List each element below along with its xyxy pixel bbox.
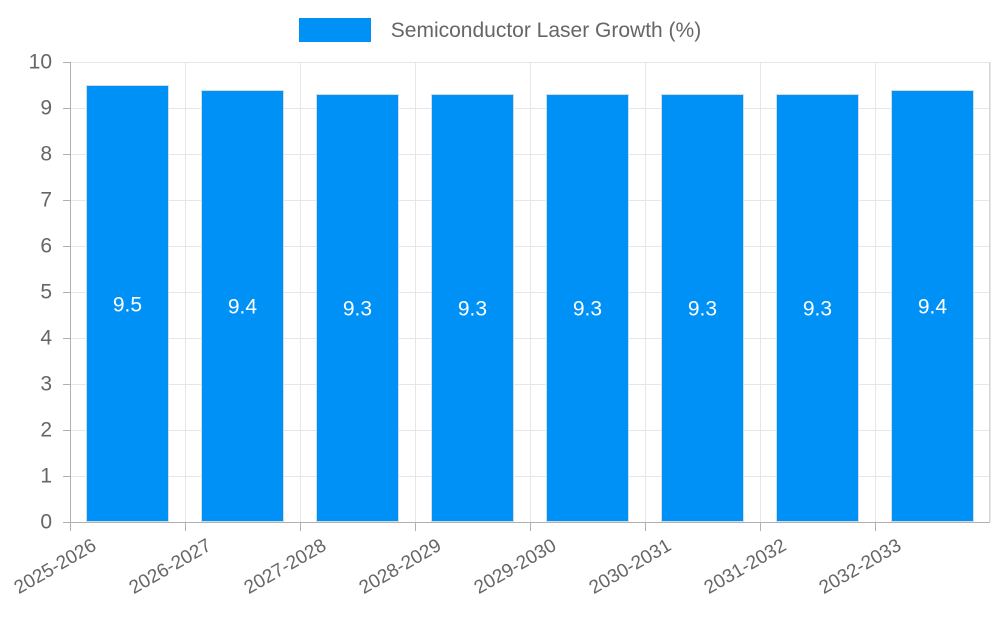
bar-value-label: 9.3 bbox=[802, 297, 833, 321]
x-tick-label: 2030-2031 bbox=[585, 535, 675, 599]
y-tick-mark bbox=[63, 62, 70, 63]
bar-value-label: 9.5 bbox=[112, 293, 143, 316]
gridline-horizontal bbox=[70, 200, 989, 201]
x-tick-label: 2032-2033 bbox=[815, 535, 905, 599]
x-tick-label: 2031-2032 bbox=[700, 535, 790, 599]
bar[interactable]: 9.4 bbox=[201, 89, 284, 522]
legend-entry-0[interactable]: Semiconductor Laser Growth (%) bbox=[298, 18, 702, 42]
bar-value-label: 9.3 bbox=[342, 297, 373, 321]
bar-value-label: 9.4 bbox=[917, 295, 948, 319]
x-tick-label: 2027-2028 bbox=[240, 535, 330, 599]
gridline-horizontal bbox=[70, 476, 989, 477]
bar-value-label: 9.3 bbox=[572, 297, 603, 321]
y-tick-label: 4 bbox=[40, 326, 52, 350]
gridline-vertical bbox=[530, 62, 531, 522]
y-tick-label: 6 bbox=[40, 234, 52, 258]
gridline-vertical bbox=[415, 62, 416, 522]
gridline-vertical bbox=[185, 62, 186, 522]
y-tick-label: 5 bbox=[40, 280, 52, 304]
x-tick-mark bbox=[760, 522, 761, 531]
chart-legend: Semiconductor Laser Growth (%) bbox=[0, 10, 1000, 50]
x-tick-mark bbox=[70, 522, 71, 531]
y-tick-mark bbox=[63, 154, 70, 155]
bar[interactable]: 9.4 bbox=[891, 89, 974, 522]
y-tick-label: 9 bbox=[40, 96, 52, 120]
bar[interactable]: 9.3 bbox=[776, 94, 859, 522]
bar-value-label: 9.3 bbox=[687, 297, 718, 321]
gridline-vertical bbox=[645, 62, 646, 522]
bar[interactable]: 9.3 bbox=[431, 94, 514, 522]
bar[interactable]: 9.3 bbox=[316, 94, 399, 522]
gridline-horizontal bbox=[70, 430, 989, 431]
gridline-vertical bbox=[990, 62, 991, 522]
y-tick-label: 1 bbox=[40, 464, 52, 488]
y-tick-label: 3 bbox=[40, 372, 52, 396]
y-tick-label: 2 bbox=[40, 418, 52, 442]
bar-value-label: 9.3 bbox=[457, 297, 488, 321]
y-tick-mark bbox=[63, 200, 70, 201]
x-tick-label: 2028-2029 bbox=[355, 535, 445, 599]
y-tick-label: 8 bbox=[40, 142, 52, 166]
y-tick-mark bbox=[63, 522, 70, 523]
x-tick-mark bbox=[185, 522, 186, 531]
gridline-horizontal bbox=[70, 292, 989, 293]
y-tick-label: 0 bbox=[40, 510, 52, 534]
y-tick-mark bbox=[63, 108, 70, 109]
bar-value-label: 9.4 bbox=[227, 295, 258, 319]
x-tick-mark bbox=[300, 522, 301, 531]
x-tick-mark bbox=[645, 522, 646, 531]
bar[interactable]: 9.3 bbox=[661, 94, 744, 522]
bar-chart: Semiconductor Laser Growth (%) 0 1 2 3 4 5 6 7 8… bbox=[0, 10, 1000, 599]
y-tick-label: 7 bbox=[40, 188, 52, 212]
gridline-vertical bbox=[300, 62, 301, 522]
y-axis-line bbox=[70, 62, 71, 523]
y-tick-mark bbox=[63, 430, 70, 431]
y-tick-mark bbox=[63, 384, 70, 385]
gridline-horizontal bbox=[70, 62, 989, 63]
gridline-vertical bbox=[875, 62, 876, 522]
legend-color-swatch-icon bbox=[298, 18, 371, 42]
legend-label: Semiconductor Laser Growth (%) bbox=[390, 18, 702, 42]
plot-area: 9.5 9.4 9.3 9.3 9.3 9.3 9.3 9.4 bbox=[70, 62, 991, 523]
gridline-horizontal bbox=[70, 154, 989, 155]
gridline-horizontal bbox=[70, 246, 989, 247]
y-tick-mark bbox=[63, 246, 70, 247]
x-tick-mark bbox=[415, 522, 416, 531]
bar[interactable]: 9.5 bbox=[86, 85, 169, 522]
x-tick-label: 2029-2030 bbox=[470, 535, 560, 599]
y-tick-mark bbox=[63, 476, 70, 477]
x-tick-mark bbox=[875, 522, 876, 531]
gridline-horizontal bbox=[70, 338, 989, 339]
bar[interactable]: 9.3 bbox=[546, 94, 629, 522]
y-tick-label: 10 bbox=[28, 50, 52, 74]
gridline-horizontal bbox=[70, 384, 989, 385]
x-tick-label: 2025-2026 bbox=[10, 535, 100, 599]
gridline-vertical bbox=[760, 62, 761, 522]
y-tick-mark bbox=[63, 292, 70, 293]
y-tick-mark bbox=[63, 338, 70, 339]
gridline-horizontal bbox=[70, 108, 989, 109]
x-tick-mark bbox=[530, 522, 531, 531]
x-tick-label: 2026-2027 bbox=[125, 535, 215, 599]
